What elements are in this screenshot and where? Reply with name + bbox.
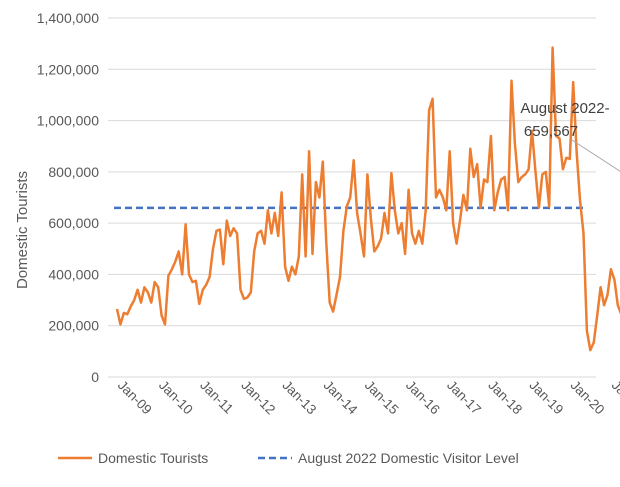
x-tick-label: Jan-09: [115, 378, 155, 418]
y-tick-label: 800,000: [48, 164, 99, 180]
legend-label-reference: August 2022 Domestic Visitor Level: [298, 450, 519, 466]
x-tick-label: Jan-13: [280, 378, 320, 418]
y-tick-label: 1,200,000: [37, 61, 99, 77]
x-tick-label: Jan-17: [444, 378, 484, 418]
x-tick-label: Jan-14: [321, 378, 361, 418]
x-tick-label: Jan-15: [362, 378, 402, 418]
y-tick-label: 0: [91, 369, 99, 385]
y-tick-label: 400,000: [48, 266, 99, 282]
annotation-leader: [571, 139, 620, 172]
x-tick-label: Jan-11: [197, 378, 236, 417]
x-tick-label: Jan-16: [403, 378, 443, 418]
annotation-value: 659,567: [524, 123, 578, 140]
x-tick-label: Jan-21: [609, 378, 620, 418]
x-tick-label: Jan-20: [568, 378, 608, 418]
y-tick-label: 200,000: [48, 318, 99, 334]
y-tick-label: 1,400,000: [37, 10, 99, 26]
x-tick-label: Jan-19: [526, 378, 566, 418]
y-axis-label: Domestic Tourists: [14, 171, 31, 289]
annotation-label: August 2022-: [520, 100, 609, 117]
legend-label-domestic: Domestic Tourists: [98, 450, 208, 466]
y-tick-label: 600,000: [48, 215, 99, 231]
domestic-tourists-line: [115, 46, 620, 352]
y-tick-label: 1,000,000: [37, 113, 99, 129]
x-tick-label: Jan-18: [485, 378, 525, 418]
x-tick-label: Jan-12: [238, 378, 278, 418]
x-tick-label: Jan-10: [156, 378, 196, 418]
